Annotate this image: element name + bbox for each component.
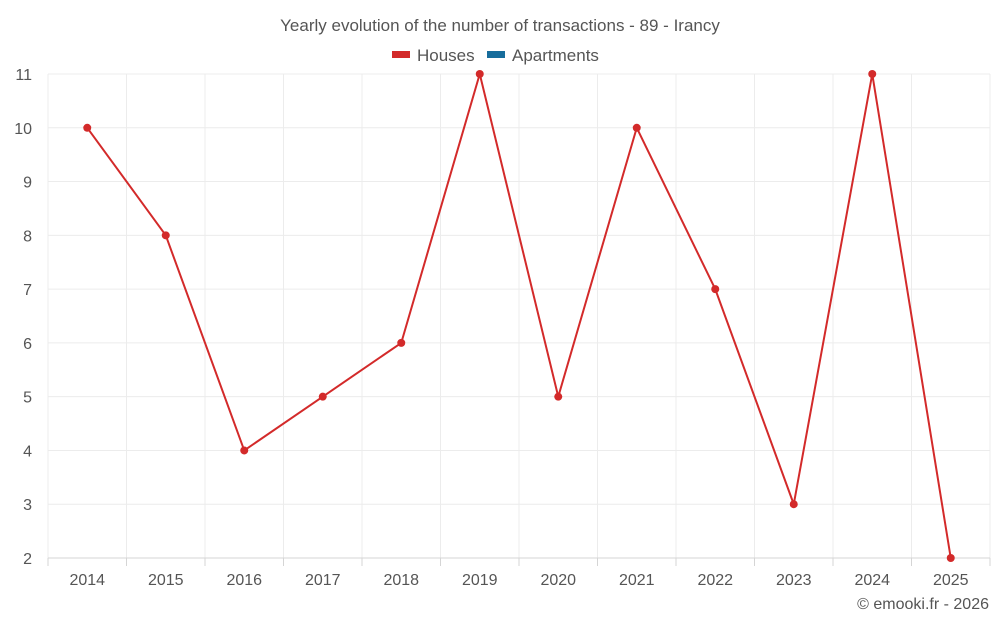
y-tick-label: 7 [23,282,32,299]
series-houses [83,70,955,562]
data-point[interactable] [475,70,484,78]
y-tick-label: 10 [14,121,32,138]
y-tick-label: 4 [23,443,32,460]
y-tick-label: 5 [23,390,32,407]
y-tick-label: 3 [23,497,32,514]
x-tick-label: 2023 [776,572,812,589]
legend-houses-swatch [392,51,410,58]
y-tick-label: 6 [23,336,32,353]
x-tick-label: 2025 [933,572,969,589]
y-tick-label: 9 [23,175,32,192]
data-point[interactable] [946,554,955,562]
legend-apartments-swatch [487,51,505,58]
x-tick-label: 2015 [148,572,184,589]
x-tick-label: 2020 [540,572,576,589]
y-axis: 2 3 4 5 6 7 8 9 10 11 [14,67,32,568]
x-tick-label: 2024 [854,572,890,589]
data-point[interactable] [789,500,798,509]
data-point[interactable] [632,123,641,132]
x-tick-label: 2016 [226,572,262,589]
x-tick-label: 2021 [619,572,655,589]
footer-credit: © emooki.fr - 2026 [857,596,989,613]
x-tick-label: 2018 [383,572,419,589]
legend: Houses Apartments [392,46,599,65]
legend-houses-label[interactable]: Houses [417,46,475,65]
y-tick-label: 8 [23,228,32,245]
data-point[interactable] [554,392,563,401]
data-point[interactable] [83,123,92,132]
grid [47,73,991,558]
data-point[interactable] [868,70,877,78]
series-line-houses [86,73,952,559]
data-point[interactable] [161,231,170,240]
y-tick-label: 2 [23,551,32,568]
data-point[interactable] [240,446,249,455]
x-tick-label: 2019 [462,572,498,589]
legend-apartments-label[interactable]: Apartments [512,46,599,65]
x-tick-label: 2014 [69,572,105,589]
data-point[interactable] [318,392,327,401]
x-axis: 2014 2015 2016 2017 2018 2019 2020 2021 2022 2023… [47,557,991,589]
x-tick-label: 2017 [305,572,341,589]
chart-title: Yearly evolution of the number of transa… [280,16,720,35]
x-tick-label: 2022 [697,572,733,589]
data-point[interactable] [397,338,406,347]
data-point[interactable] [711,285,720,294]
y-tick-label: 11 [15,67,32,84]
